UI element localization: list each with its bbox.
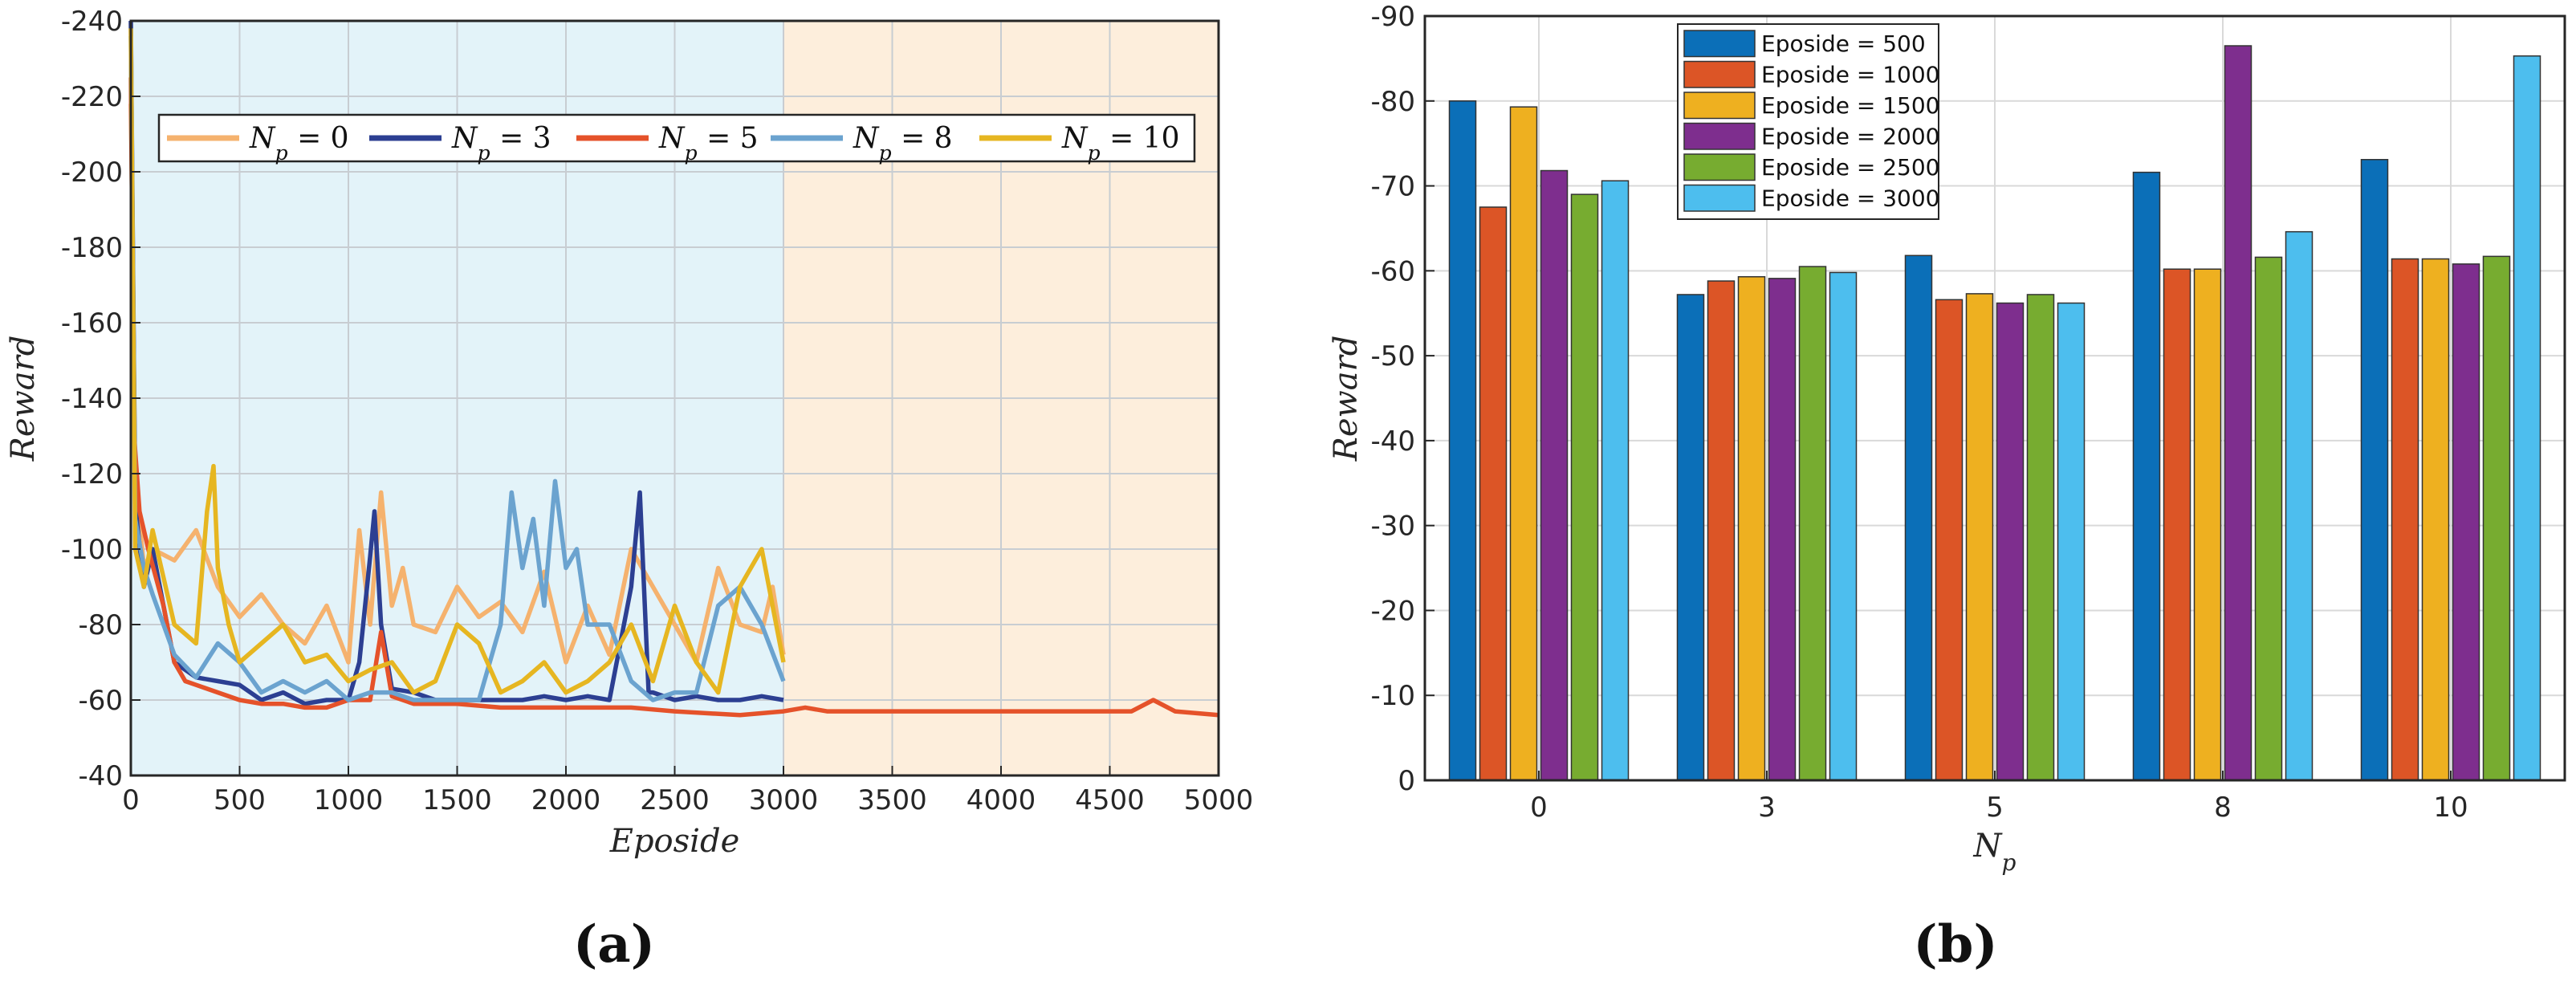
caption-b: (b)	[1913, 914, 1997, 975]
x-tick-label-1: 500	[214, 784, 266, 816]
bar-legend-label-2: Eposide = 1500	[1761, 92, 1939, 119]
bar-3-3	[2224, 45, 2252, 781]
bar-y-tick-label-8: -80	[1370, 86, 1415, 118]
bar-0-1	[1479, 206, 1508, 781]
bar-4-1	[2391, 258, 2419, 781]
bar-2-4	[2026, 294, 2055, 781]
bar-1-1	[1707, 280, 1736, 781]
bar-2-0	[1904, 254, 1933, 781]
bar-legend-swatch-1	[1683, 60, 1756, 88]
bar-y-tick-label-9: -90	[1370, 1, 1415, 33]
chart-b: 0 -10 -20 -30 -40 -50 -60 -70 -80 -90 0 3 5 8 10 Np Rewa…	[1328, 1, 2566, 975]
chart-a: 0 500 1000 1500 2000 2500 3000 3500 4000 4500 5000…	[5, 6, 1253, 975]
bar-legend-swatch-2	[1683, 92, 1756, 120]
bar-legend-label-0: Eposide = 500	[1761, 31, 1926, 57]
bar-0-3	[1540, 169, 1569, 781]
bar-3-4	[2254, 256, 2283, 781]
x-tick-label-4: 2000	[531, 784, 601, 816]
legend-label-0: Np = 0	[249, 122, 349, 165]
bar-1-2	[1737, 275, 1766, 781]
bar-0-5	[1601, 180, 1630, 781]
bar-3-5	[2285, 230, 2314, 781]
bar-x-tick-label-2: 5	[1986, 792, 2004, 824]
series-line-0	[128, 104, 786, 665]
series-line-2	[128, 77, 1219, 718]
bar-legend-swatch-5	[1683, 184, 1756, 212]
bar-legend-swatch-0	[1683, 30, 1756, 58]
bar-3-2	[2193, 268, 2222, 781]
bar-2-3	[1996, 302, 2025, 781]
x-tick-label-8: 4000	[967, 784, 1036, 816]
bar-y-tick-label-5: -50	[1370, 340, 1415, 372]
y-tick-label-7: -180	[61, 232, 123, 264]
y-tick-label-3: -100	[61, 534, 123, 566]
y-tick-label-6: -160	[61, 307, 123, 340]
bar-y-tick-label-4: -40	[1370, 425, 1415, 458]
bar-legend-swatch-4	[1683, 153, 1756, 181]
x-axis-label: Eposide	[609, 823, 739, 860]
bar-1-3	[1768, 278, 1797, 781]
legend-label-2: Np = 5	[658, 122, 759, 165]
bar-x-tick-label-0: 0	[1530, 792, 1548, 824]
bar-3-0	[2132, 171, 2161, 781]
bar-2-5	[2057, 302, 2086, 781]
bar-1-4	[1798, 266, 1827, 781]
bar-legend-label-3: Eposide = 2000	[1761, 124, 1939, 150]
caption-a: (a)	[573, 914, 655, 975]
y-tick-label-2: -80	[78, 609, 123, 641]
y-tick-label-5: -140	[61, 383, 123, 415]
bar-3-1	[2163, 268, 2191, 781]
bar-4-2	[2421, 258, 2450, 781]
bar-y-tick-label-6: -60	[1370, 255, 1415, 287]
y-axis-label: Reward	[5, 336, 42, 462]
bar-legend-label-4: Eposide = 2500	[1761, 154, 1939, 181]
x-tick-label-9: 4500	[1075, 784, 1145, 816]
bar-1-5	[1829, 271, 1858, 781]
x-tick-label-6: 3000	[749, 784, 819, 816]
bar-y-tick-label-0: 0	[1398, 765, 1415, 797]
series-line-4	[128, 28, 786, 695]
bar-y-tick-label-7: -70	[1370, 171, 1415, 203]
bar-4-5	[2513, 55, 2541, 781]
y-tick-label-0: -40	[78, 760, 123, 792]
bar-2-2	[1965, 293, 1994, 781]
series-line-3	[128, 35, 786, 702]
legend-label-4: Np = 10	[1061, 122, 1179, 165]
bar-y-tick-label-2: -20	[1370, 595, 1415, 627]
y-tick-label-10: -240	[61, 6, 123, 38]
bar-0-0	[1448, 100, 1477, 781]
bar-1-0	[1676, 294, 1705, 781]
x-tick-label-10: 5000	[1184, 784, 1254, 816]
bar-y-tick-label-1: -10	[1370, 680, 1415, 712]
bar-y-axis-label: Reward	[1328, 336, 1365, 462]
x-tick-label-0: 0	[122, 784, 140, 816]
bar-x-tick-label-3: 8	[2214, 792, 2232, 824]
bar-x-axis-label: Np	[1973, 828, 2016, 876]
bar-2-1	[1935, 299, 1964, 781]
y-tick-label-8: -200	[61, 157, 123, 189]
bar-legend-label-5: Eposide = 3000	[1761, 185, 1939, 212]
bar-4-3	[2452, 263, 2480, 781]
bar-0-4	[1570, 193, 1599, 781]
bar-x-tick-label-4: 10	[2433, 792, 2468, 824]
x-tick-label-3: 1500	[422, 784, 492, 816]
bar-y-tick-label-3: -30	[1370, 511, 1415, 543]
bar-0-2	[1509, 106, 1538, 781]
bar-4-4	[2482, 255, 2511, 781]
y-tick-label-4: -120	[61, 458, 123, 490]
x-tick-label-2: 1000	[314, 784, 384, 816]
bar-4-0	[2360, 159, 2389, 781]
y-tick-label-1: -60	[78, 685, 123, 717]
series-line-1	[128, 20, 784, 706]
bar-legend-label-1: Eposide = 1000	[1761, 62, 1939, 88]
y-tick-label-9: -220	[61, 81, 123, 113]
bar-legend-swatch-3	[1683, 122, 1756, 150]
legend-label-1: Np = 3	[451, 122, 551, 165]
x-tick-label-5: 2500	[640, 784, 710, 816]
legend-label-3: Np = 8	[853, 122, 953, 165]
x-tick-label-7: 3500	[857, 784, 927, 816]
bar-x-tick-label-1: 3	[1758, 792, 1776, 824]
